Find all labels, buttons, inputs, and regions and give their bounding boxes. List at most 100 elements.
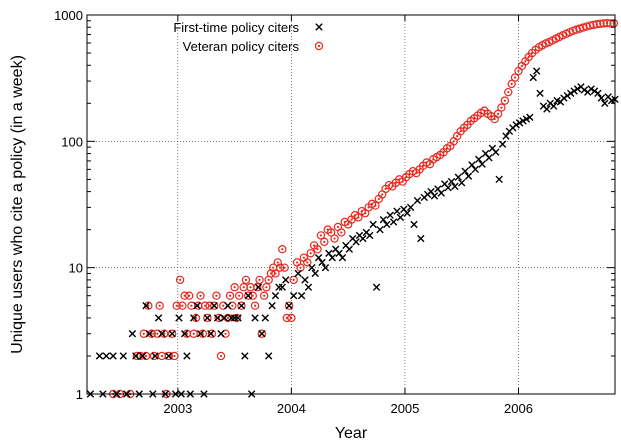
data-point-veteran-dot (276, 261, 279, 264)
data-point-first-time (526, 113, 534, 121)
data-point-first-time (308, 263, 316, 272)
data-point-first-time (567, 89, 575, 97)
data-point-veteran-dot (496, 112, 500, 115)
data-point-first-time (580, 86, 589, 94)
data-point-veteran-dot (500, 106, 503, 109)
data-points (86, 18, 619, 399)
data-point-veteran (250, 301, 260, 310)
data-point-first-time (410, 220, 418, 229)
data-point-veteran-ring (203, 313, 212, 323)
data-point-veteran-dot (316, 248, 319, 251)
data-point-veteran-dot (381, 193, 384, 196)
data-point-veteran-dot (244, 278, 248, 282)
data-point-veteran-ring (271, 269, 280, 278)
data-point-veteran-dot (507, 91, 510, 94)
data-point-veteran-dot (160, 354, 164, 358)
axis-ticks: 2003 2004 2005 2006 1 10 100 1000 (54, 8, 615, 416)
data-point-veteran-ring (259, 291, 269, 300)
data-point-veteran-ring (214, 313, 223, 323)
data-point-veteran-dot (188, 294, 191, 297)
data-point-first-time (529, 73, 537, 82)
data-point-first-time (220, 314, 229, 322)
data-point-veteran-ring (326, 228, 336, 237)
data-point-veteran-dot (194, 316, 198, 320)
data-point-veteran-ring (170, 351, 179, 361)
data-point-veteran-dot (384, 187, 387, 191)
data-point-veteran-dot (150, 332, 153, 335)
data-point-first-time (183, 352, 191, 360)
data-point-veteran-ring (273, 258, 282, 267)
data-point-veteran-dot (524, 60, 527, 63)
data-point-first-time (234, 314, 242, 322)
data-point-first-time (294, 269, 302, 278)
data-point-veteran-dot (299, 266, 302, 269)
data-point-veteran-ring (253, 283, 262, 292)
data-point-veteran (337, 228, 346, 237)
data-point-first-time (109, 352, 117, 360)
data-point-first-time (587, 85, 595, 93)
data-point-first-time (498, 140, 507, 148)
data-point-first-time (536, 89, 544, 97)
data-point-veteran-ring (172, 301, 181, 310)
data-point-first-time (151, 352, 159, 360)
data-point-first-time (369, 220, 377, 229)
data-point-veteran (230, 283, 239, 292)
data-point-first-time (203, 314, 212, 322)
data-point-veteran-dot (295, 261, 299, 264)
data-point-first-time (217, 330, 225, 338)
data-point-veteran (271, 269, 280, 278)
data-point-first-time (244, 291, 252, 300)
data-point-first-time (464, 172, 473, 180)
data-point-veteran (313, 245, 322, 254)
data-point-first-time (102, 352, 110, 360)
data-point-first-time (475, 155, 483, 164)
data-point-veteran (259, 291, 269, 300)
data-point-first-time (314, 253, 323, 262)
data-point-first-time (285, 302, 293, 310)
data-point-first-time (413, 196, 422, 205)
data-point-veteran-ring (144, 301, 153, 310)
y-tick-label: 1000 (54, 8, 83, 23)
data-point-first-time (383, 220, 391, 229)
data-point-veteran-ring (354, 213, 363, 222)
data-point-veteran (371, 201, 380, 210)
data-point-veteran-dot (493, 117, 496, 121)
data-point-veteran-ring (209, 301, 219, 310)
data-point-veteran (326, 228, 336, 237)
data-point-first-time (379, 215, 388, 224)
data-point-veteran-dot (158, 304, 161, 307)
data-point-first-time (563, 91, 572, 100)
data-point-veteran-ring (493, 109, 503, 119)
data-point-first-time (321, 263, 330, 272)
data-point-veteran-dot (503, 99, 506, 102)
data-point-veteran-dot (520, 64, 523, 68)
data-point-veteran-dot (401, 180, 404, 183)
data-point-veteran-dot (251, 294, 254, 297)
legend-label-first-time: First-time policy citers (173, 20, 299, 35)
data-point-first-time (128, 330, 137, 338)
data-point-first-time (417, 234, 425, 243)
data-point-first-time (389, 218, 398, 226)
data-point-veteran-dot (336, 225, 340, 229)
data-point-first-time (338, 253, 347, 262)
data-point-first-time (393, 207, 401, 215)
data-point-veteran-dot (224, 332, 227, 335)
data-point-veteran (196, 291, 205, 300)
data-point-veteran-dot (428, 163, 432, 166)
data-point-veteran-dot (374, 204, 377, 207)
data-point-first-time (193, 302, 201, 310)
data-point-veteran-dot (258, 278, 261, 282)
data-point-first-time (261, 314, 269, 322)
data-point-first-time (451, 182, 459, 191)
data-point-veteran (278, 245, 287, 254)
data-point-veteran-dot (517, 69, 520, 73)
x-axis-label: Year (335, 425, 368, 442)
data-point-first-time (502, 132, 510, 140)
data-point-veteran-dot (185, 332, 189, 335)
data-point-veteran-ring (232, 313, 242, 323)
data-point-first-time (597, 94, 606, 102)
data-point-veteran-ring (280, 263, 289, 272)
data-point-veteran-dot (163, 332, 166, 335)
legend-marker-veteran-dot (317, 44, 321, 48)
data-point-veteran-ring (184, 291, 194, 300)
